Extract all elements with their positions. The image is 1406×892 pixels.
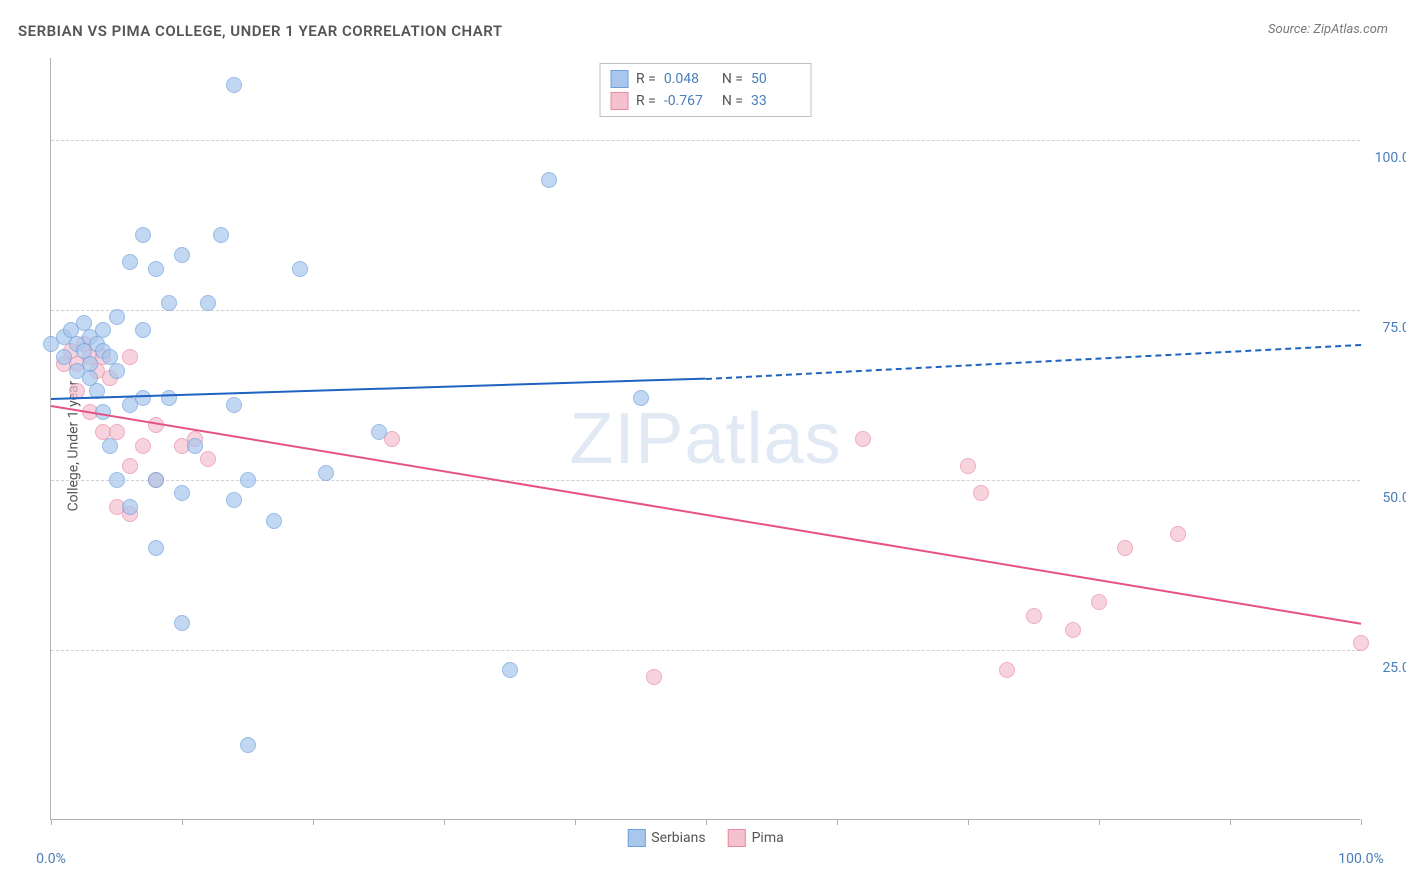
stats-row-serbians: R = 0.048 N = 50 (610, 68, 801, 90)
scatter-point-serbians (226, 77, 242, 93)
scatter-point-pima (200, 451, 216, 467)
scatter-point-serbians (213, 227, 229, 243)
scatter-point-pima (1065, 622, 1081, 638)
scatter-point-serbians (226, 492, 242, 508)
scatter-point-serbians (174, 485, 190, 501)
scatter-point-pima (1026, 608, 1042, 624)
scatter-point-serbians (633, 390, 649, 406)
gridline (51, 140, 1360, 141)
trend-line (51, 378, 706, 400)
n-value-serbians: 50 (751, 71, 801, 87)
x-tick (837, 819, 838, 825)
scatter-point-serbians (318, 465, 334, 481)
n-label: N = (722, 93, 743, 109)
swatch-pima (610, 92, 628, 110)
scatter-point-pima (122, 458, 138, 474)
x-tick (968, 819, 969, 825)
x-tick (1099, 819, 1100, 825)
x-tick (182, 819, 183, 825)
x-tick (313, 819, 314, 825)
n-label: N = (722, 71, 743, 87)
scatter-point-pima (960, 458, 976, 474)
x-tick-label: 100.0% (1338, 851, 1383, 867)
scatter-point-serbians (148, 472, 164, 488)
r-value-serbians: 0.048 (664, 71, 714, 87)
scatter-point-pima (973, 485, 989, 501)
r-label: R = (636, 93, 656, 109)
legend-label-serbians: Serbians (651, 830, 705, 846)
scatter-point-pima (646, 669, 662, 685)
scatter-point-pima (999, 662, 1015, 678)
watermark: ZIPatlas (569, 398, 841, 480)
scatter-point-serbians (541, 172, 557, 188)
trend-line (51, 405, 1361, 625)
x-tick (1230, 819, 1231, 825)
scatter-point-serbians (187, 438, 203, 454)
scatter-point-serbians (161, 295, 177, 311)
scatter-point-serbians (266, 513, 282, 529)
scatter-point-serbians (174, 615, 190, 631)
swatch-pima (728, 829, 746, 847)
legend-item-pima: Pima (728, 829, 784, 847)
x-tick (1361, 819, 1362, 825)
stats-legend: R = 0.048 N = 50 R = -0.767 N = 33 (599, 63, 812, 117)
scatter-point-serbians (174, 247, 190, 263)
scatter-point-serbians (135, 322, 151, 338)
trend-line (706, 344, 1361, 380)
scatter-point-serbians (135, 227, 151, 243)
legend-item-serbians: Serbians (627, 829, 705, 847)
scatter-point-pima (1170, 526, 1186, 542)
scatter-point-serbians (109, 363, 125, 379)
source-label: Source: ZipAtlas.com (1268, 22, 1388, 37)
scatter-point-serbians (148, 540, 164, 556)
scatter-point-pima (1117, 540, 1133, 556)
scatter-point-serbians (135, 390, 151, 406)
scatter-point-serbians (122, 499, 138, 515)
x-tick (444, 819, 445, 825)
swatch-serbians (627, 829, 645, 847)
x-tick (706, 819, 707, 825)
watermark-rest: atlas (684, 399, 841, 479)
scatter-point-pima (135, 438, 151, 454)
scatter-point-serbians (56, 349, 72, 365)
scatter-point-serbians (109, 309, 125, 325)
scatter-point-serbians (148, 261, 164, 277)
scatter-point-serbians (122, 254, 138, 270)
gridline (51, 650, 1360, 651)
scatter-point-pima (1353, 635, 1369, 651)
chart-title: SERBIAN VS PIMA COLLEGE, UNDER 1 YEAR CO… (18, 22, 503, 40)
scatter-point-serbians (292, 261, 308, 277)
scatter-point-serbians (102, 438, 118, 454)
stats-row-pima: R = -0.767 N = 33 (610, 90, 801, 112)
swatch-serbians (610, 70, 628, 88)
scatter-point-pima (122, 349, 138, 365)
x-tick (575, 819, 576, 825)
bottom-legend: Serbians Pima (627, 829, 783, 847)
scatter-point-serbians (95, 322, 111, 338)
scatter-point-pima (1091, 594, 1107, 610)
x-tick (51, 819, 52, 825)
watermark-bold: ZIP (569, 399, 684, 479)
scatter-point-serbians (240, 737, 256, 753)
scatter-point-pima (855, 431, 871, 447)
scatter-point-serbians (200, 295, 216, 311)
scatter-point-serbians (240, 472, 256, 488)
gridline (51, 310, 1360, 311)
scatter-point-serbians (226, 397, 242, 413)
scatter-point-serbians (502, 662, 518, 678)
n-value-pima: 33 (751, 93, 801, 109)
scatter-point-serbians (161, 390, 177, 406)
y-tick-label: 50.0% (1365, 490, 1406, 506)
y-tick-label: 100.0% (1365, 150, 1406, 166)
r-label: R = (636, 71, 656, 87)
x-tick-label: 0.0% (36, 851, 66, 867)
scatter-point-serbians (371, 424, 387, 440)
y-tick-label: 25.0% (1365, 660, 1406, 676)
y-tick-label: 75.0% (1365, 320, 1406, 336)
plot-area: ZIPatlas R = 0.048 N = 50 R = -0.767 N =… (50, 58, 1360, 820)
legend-label-pima: Pima (752, 830, 784, 846)
r-value-pima: -0.767 (664, 93, 714, 109)
scatter-point-serbians (109, 472, 125, 488)
